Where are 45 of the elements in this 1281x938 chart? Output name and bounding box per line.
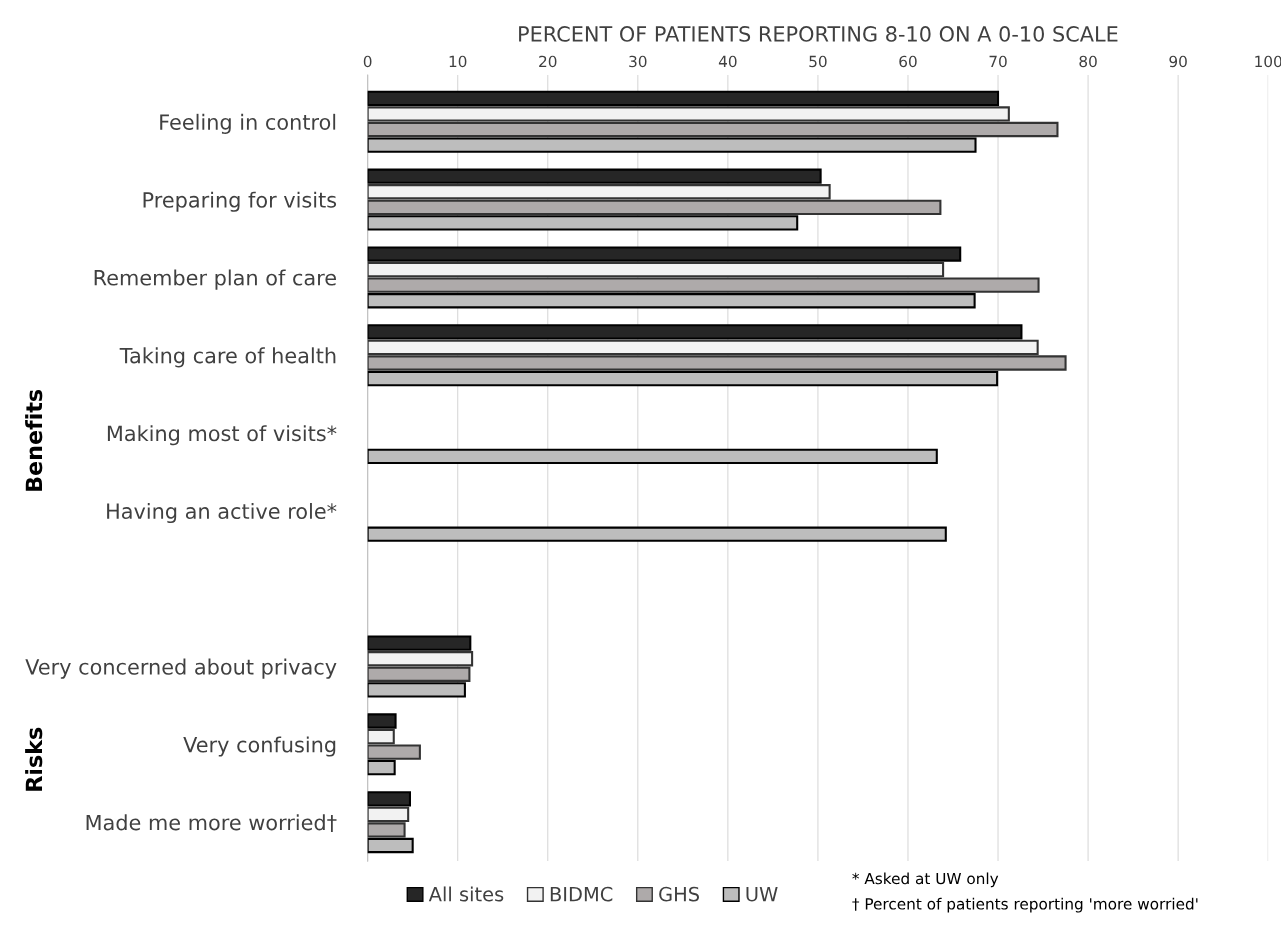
y-tick-label: Remember plan of care [94,269,336,290]
bar [367,168,822,184]
bar [367,760,396,776]
text: Benefits [25,389,43,491]
bar [367,215,799,231]
legend-label: All sites [428,886,504,902]
y-tick-label: Preparing for visits [143,191,337,212]
x-tick-label: 100 [1255,55,1281,68]
x-tick-label: 40 [718,55,737,68]
text: Risks [25,727,43,791]
y-tick-label: Taking care of health [119,347,336,368]
x-tick-label: 10 [449,55,467,68]
y-tick-label: Having an active role* [107,502,337,524]
x-axis-title: PERCENT OF PATIENTS REPORTING 8-10 ON A 0-10 SCALE [519,26,1118,42]
legend-label: BIDMC [550,886,613,902]
bar [367,293,976,309]
bar [367,682,466,698]
y-tick-label: Very concerned about privacy [25,658,337,679]
bar [367,635,472,651]
x-tick-label: 30 [629,55,647,68]
bar [367,837,414,854]
y-tick-label: Made me more worried† [86,814,337,833]
bar [367,90,1000,107]
x-tick-label: 20 [539,55,557,68]
text: * Asked at UW only [852,872,999,888]
y-tick-label: Very confusing [183,736,336,757]
bar [367,137,977,153]
x-tick-label: 0 [363,55,372,68]
y-tick-label: Making most of visits* [107,425,337,446]
bar [367,370,999,387]
bar [367,791,412,807]
x-tick-label: 50 [809,55,827,68]
bar [367,324,1023,340]
text: † Percent of patients reporting 'more worried' [852,897,1198,913]
x-tick-label: 90 [1169,55,1187,68]
legend-label: GHS [659,886,700,902]
bar [367,526,947,542]
bar [367,713,397,729]
x-tick-label: 70 [989,55,1007,68]
x-tick-label: 80 [1079,55,1097,68]
x-tick-label: 60 [899,55,917,68]
legend-label: UW [746,887,778,902]
y-tick-label: Feeling in control [160,113,336,134]
bar [367,246,962,262]
bar [367,448,938,465]
